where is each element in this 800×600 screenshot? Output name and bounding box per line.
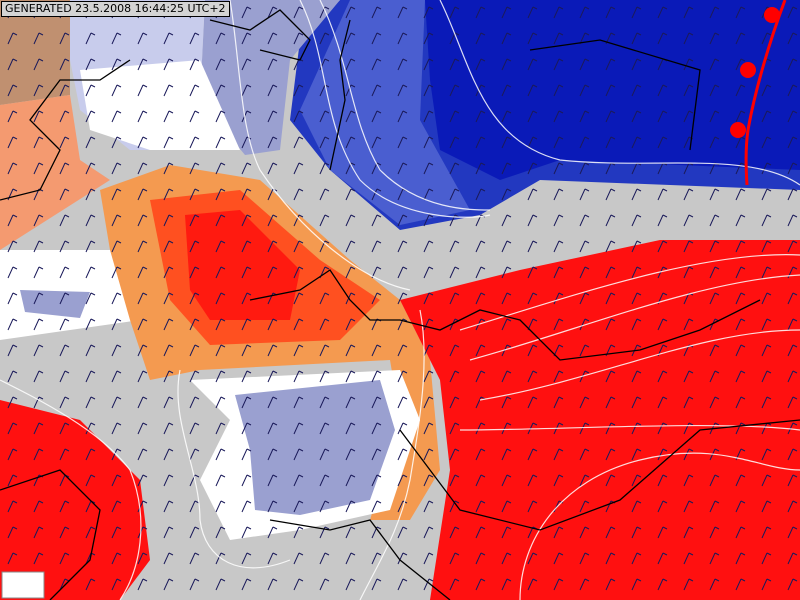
generated-stamp: GENERATED 23.5.2008 16:44:25 UTC+2 xyxy=(1,1,230,17)
warm-front xyxy=(730,0,787,186)
legend-swatch xyxy=(1,571,45,599)
borders xyxy=(0,9,800,600)
